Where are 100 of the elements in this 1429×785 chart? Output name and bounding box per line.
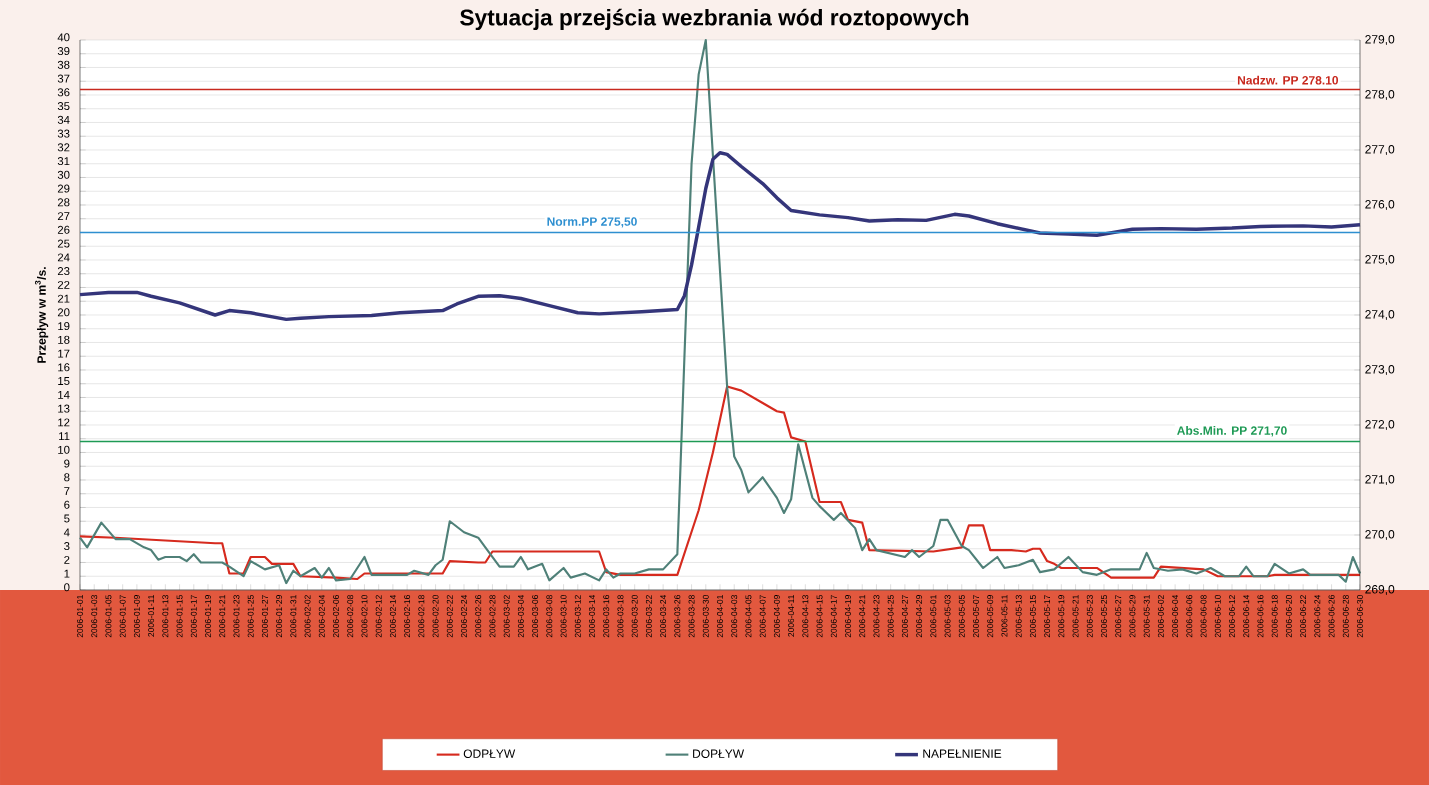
x-tick-label: 2006-03-04	[517, 594, 524, 638]
x-tick-label: 2006-01-25	[247, 595, 254, 638]
x-tick-label: 2006-04-03	[731, 595, 738, 638]
x-tick-label: 2006-03-24	[660, 594, 667, 638]
y-tick-label: 3	[64, 542, 70, 551]
y-tick-label: 29	[57, 184, 70, 193]
x-tick-label: 2006-02-10	[361, 595, 368, 638]
y-tick-label: 1	[64, 569, 70, 578]
x-tick-label: 2006-01-01	[77, 595, 83, 638]
x-tick-label: 2006-04-25	[887, 595, 894, 638]
y-tick-label: 38	[57, 60, 70, 69]
x-tick-label: 2006-01-23	[233, 595, 240, 638]
y-tick-label: 14	[58, 390, 70, 399]
line-series	[78, 385, 1362, 581]
legend-label: ODPŁYW	[463, 749, 516, 758]
y-tick-label: 19	[58, 322, 70, 331]
x-tick-label: 2006-02-26	[475, 595, 482, 638]
x-tick-label: 2006-05-29	[1129, 595, 1136, 638]
x-tick-label: 2006-04-23	[873, 595, 880, 638]
y-tick-label: 25	[57, 239, 70, 248]
x-tick-label: 2006-02-08	[347, 595, 354, 638]
ref-line-label: Nadzw. PP 278.10	[1237, 75, 1339, 85]
x-tick-label: 2006-04-09	[773, 595, 780, 638]
y-tick-label: 17	[58, 349, 70, 358]
x-tick-label: 2006-05-11	[1001, 595, 1008, 637]
y-tick-label: 26	[57, 225, 70, 234]
x-tick-label: 2006-05-01	[930, 595, 937, 638]
x-tick-label: 2006-01-11	[148, 595, 155, 637]
x-tick-label: 2006-05-15	[1029, 595, 1036, 638]
x-tick-label: 2006-05-21	[1072, 595, 1079, 638]
x-tick-label: 2006-02-18	[418, 595, 425, 638]
x-tick-label: 2006-06-28	[1342, 595, 1349, 638]
y-tick-label: 2	[64, 555, 70, 564]
x-tick-label: 2006-03-30	[702, 595, 709, 638]
x-tick-label: 2006-04-17	[830, 595, 837, 638]
x-tick-label: 2006-02-02	[304, 595, 311, 638]
y-tick-label: 27	[57, 212, 70, 221]
x-tick-label: 2006-04-15	[816, 595, 823, 638]
x-tick-label: 2006-04-13	[802, 595, 809, 638]
y-tick-label: 24	[57, 253, 70, 262]
y-tick-label: 39	[57, 47, 70, 56]
x-tick-label: 2006-06-18	[1271, 595, 1278, 638]
x-tick-label: 2006-03-02	[503, 595, 510, 638]
y2-tick-label: 279,0	[1365, 35, 1395, 45]
y-tick-label: 7	[64, 487, 70, 495]
y2-tick-label: 277,0	[1365, 145, 1395, 155]
x-tick-label: 2006-02-14	[389, 594, 396, 638]
x-tick-label: 2006-05-09	[987, 595, 994, 638]
x-tick-label: 2006-04-11	[788, 595, 795, 637]
x-tick-label: 2006-02-04	[318, 594, 325, 638]
x-tick-label: 2006-06-08	[1200, 595, 1207, 638]
x-tick-label: 2006-06-02	[1157, 595, 1164, 638]
x-tick-label: 2006-06-24	[1314, 594, 1321, 638]
y-tick-label: 28	[57, 198, 70, 207]
x-tick-label: 2006-01-07	[119, 595, 126, 638]
x-tick-label: 2006-02-24	[461, 594, 467, 638]
x-tick-label: 2006-03-12	[574, 595, 581, 638]
x-tick-label: 2006-01-31	[290, 595, 297, 638]
y-tick-label: 21	[57, 294, 70, 303]
x-tick-label: 2006-01-27	[261, 595, 268, 638]
y-tick-label: 30	[57, 170, 70, 179]
y2-tick-label: 271,0	[1365, 475, 1395, 485]
y-tick-label: 32	[57, 143, 70, 152]
x-tick-label: 2006-02-12	[375, 595, 382, 638]
x-tick-label: 2006-05-25	[1101, 595, 1107, 638]
x-tick-label: 2006-05-07	[973, 595, 979, 638]
y-tick-label: 40	[57, 33, 70, 42]
x-tick-label: 2006-05-23	[1086, 595, 1093, 638]
line-series	[78, 38, 1362, 585]
x-tick-label: 2006-01-19	[205, 595, 211, 638]
x-tick-label: 2006-06-30	[1357, 595, 1363, 638]
x-tick-label: 2006-02-16	[404, 595, 411, 638]
y-tick-label: 35	[57, 102, 70, 111]
x-tick-label: 2006-05-31	[1143, 595, 1150, 638]
x-tick-label: 2006-05-03	[944, 595, 951, 638]
x-tick-label: 2006-01-13	[162, 595, 169, 638]
x-tick-label: 2006-02-20	[432, 595, 439, 638]
x-tick-label: 2006-06-10	[1214, 595, 1221, 638]
y-tick-label: 13	[58, 404, 70, 413]
y-tick-label: 20	[57, 308, 70, 317]
y-tick-label: 9	[64, 459, 70, 468]
x-tick-label: 2006-03-18	[617, 595, 624, 638]
x-tick-label: 2006-05-19	[1058, 595, 1065, 638]
y-tick-label: 11	[59, 432, 70, 440]
x-tick-label: 2006-02-22	[446, 595, 453, 638]
x-tick-label: 2006-03-22	[645, 595, 652, 638]
y2-tick-label: 273,0	[1365, 365, 1395, 375]
y2-tick-label: 272,0	[1365, 420, 1395, 430]
y-tick-label: 23	[57, 267, 70, 276]
y2-tick-label: 269,0	[1365, 585, 1395, 595]
y-tick-label: 33	[57, 129, 70, 138]
x-tick-label: 2006-01-21	[219, 595, 226, 638]
x-tick-label: 2006-03-06	[532, 595, 539, 638]
x-tick-label: 2006-03-10	[560, 595, 567, 638]
y-tick-label: 8	[64, 473, 70, 482]
chart-title: Sytuacja przejścia wezbrania wód roztopowych	[460, 8, 969, 31]
x-tick-label: 2006-03-20	[631, 595, 638, 638]
ref-line-label: Norm.PP 275,50	[547, 217, 637, 228]
y-tick-label: 36	[57, 88, 70, 97]
x-tick-label: 2006-03-28	[688, 595, 695, 638]
